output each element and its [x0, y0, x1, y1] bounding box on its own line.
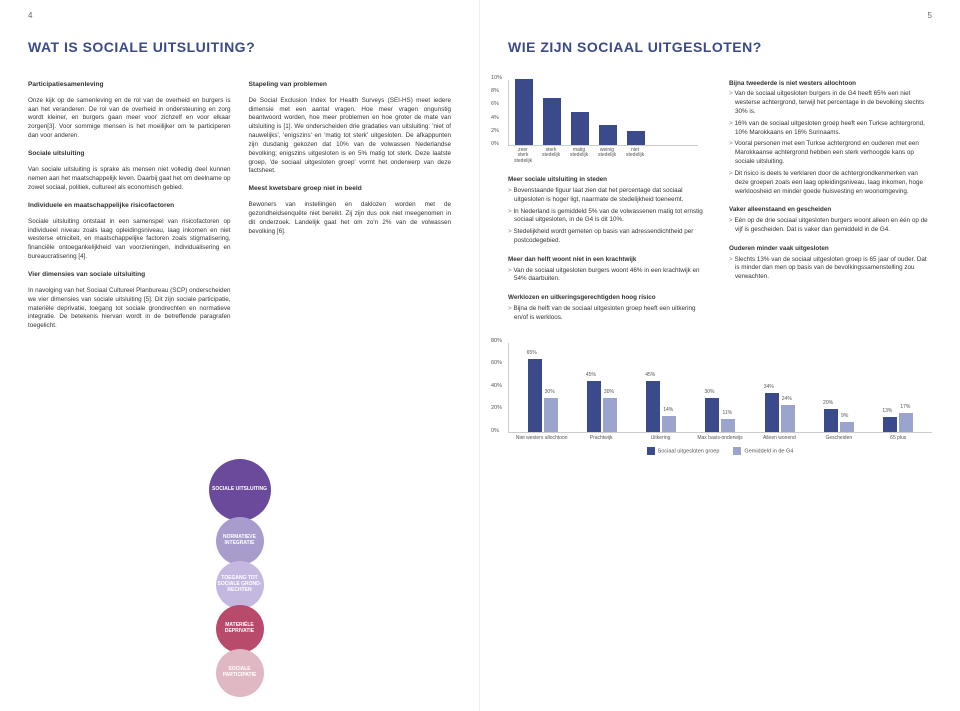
subhead: Individuele en maatschappelijke risicofa…: [28, 201, 231, 210]
title-left: WAT IS SOCIALE UITSLUITING?: [28, 38, 451, 58]
legend-item: Sociaal uitgesloten groep: [647, 447, 720, 456]
bar: [627, 131, 645, 144]
xlabel: Prachtwijk: [571, 436, 630, 442]
chart-kenmerken: 0%20%40%60%80%65%30%45%30%45%14%30%11%34…: [508, 343, 932, 457]
bar: [571, 112, 589, 145]
circle-diagram: SOCIALE UITSLUITING NORMATIEVE INTEGRATI…: [195, 459, 285, 697]
bar: [599, 125, 617, 145]
chart-xlabels: zeer sterk stedelijk sterk stedelijk matig…: [508, 148, 698, 165]
bullets: Van de sociaal uitgesloten burgers in de…: [729, 90, 932, 196]
xlabel: Alleen wonend: [750, 436, 809, 442]
chart-stedelijkheid: 0%2%4%6%8%10% zeer sterk stedelijk sterk …: [508, 80, 711, 165]
para: Van sociale uitsluiting is sprake als me…: [28, 166, 231, 192]
bullet: Eén op de drie sociaal uitgesloten burge…: [729, 217, 932, 235]
bullets: Bijna de helft van de sociaal uitgeslote…: [508, 305, 711, 323]
bar-group: 45%30%: [572, 381, 631, 432]
legend-label: Sociaal uitgesloten groep: [658, 449, 720, 455]
bullets: Slechts 13% van de sociaal uitgesloten g…: [729, 256, 932, 282]
bar-group: 20%9%: [809, 409, 868, 432]
para: In navolging van het Sociaal Cultureel P…: [28, 287, 231, 331]
right-col-2: Bijna tweederde is niet westers allochto…: [729, 80, 932, 333]
xlabel: sterk stedelijk: [542, 148, 560, 165]
chart-legend: Sociaal uitgesloten groep Gemiddeld in d…: [508, 447, 932, 456]
bullet: 16% van de sociaal uitgesloten groep hee…: [729, 120, 932, 138]
bar: [515, 79, 533, 145]
bullet: In Nederland is gemiddeld 5% van de volw…: [508, 208, 711, 226]
circle-sub: TOEGANG TOT SOCIALE GROND-RECHTEN: [216, 561, 264, 609]
columns-left: Participatiesamenleving Onze kijk op de …: [28, 80, 451, 340]
subhead: Vaker alleenstaand en gescheiden: [729, 206, 932, 215]
circle-label: SOCIALE PARTICIPATIE: [216, 667, 264, 679]
bullets: Van de sociaal uitgesloten burgers woont…: [508, 267, 711, 285]
para: Sociale uitsluiting ontstaat in een same…: [28, 218, 231, 262]
page-number-left: 4: [28, 10, 32, 21]
circle-sub: SOCIALE PARTICIPATIE: [216, 649, 264, 697]
bullets: Eén op de drie sociaal uitgesloten burge…: [729, 217, 932, 235]
bullet: Van de sociaal uitgesloten burgers woont…: [508, 267, 711, 285]
xlabel: zeer sterk stedelijk: [514, 148, 532, 165]
bullet: Bovenstaande figuur laat zien dat het pe…: [508, 187, 711, 205]
bar-group: 45%14%: [632, 381, 691, 432]
chart-xlabels: Niet westers allochtoonPrachtwijkUitkeri…: [508, 436, 932, 442]
subhead: Meer sociale uitsluiting in steden: [508, 176, 711, 185]
bullets: Bovenstaande figuur laat zien dat het pe…: [508, 187, 711, 246]
xlabel: 65 plus: [869, 436, 928, 442]
bar-group: 13%17%: [869, 413, 928, 432]
subhead: Ouderen minder vaak uitgesloten: [729, 245, 932, 254]
para: Bewoners van instellingen en daklozen wo…: [249, 201, 452, 236]
circle-label: MATERIËLE DEPRIVATIE: [216, 623, 264, 635]
col-left-1: Participatiesamenleving Onze kijk op de …: [28, 80, 231, 340]
subhead: Participatiesamenleving: [28, 80, 231, 89]
subhead: Sociale uitsluiting: [28, 149, 231, 158]
page-right: 5 WIE ZIJN SOCIAAL UITGESLOTEN? 0%2%4%6%…: [480, 0, 960, 711]
bullet: Dit risico is deels te verklaren door de…: [729, 170, 932, 196]
circle-main: SOCIALE UITSLUITING: [209, 459, 271, 521]
bar-group: 34%24%: [750, 393, 809, 431]
legend-item: Gemiddeld in de G4: [733, 447, 793, 456]
bar-group: 30%11%: [691, 398, 750, 432]
title-right: WIE ZIJN SOCIAAL UITGESLOTEN?: [508, 38, 932, 58]
chart-area: 0%20%40%60%80%65%30%45%30%45%14%30%11%34…: [508, 343, 932, 433]
xlabel: niet stedelijk: [626, 148, 644, 165]
legend-label: Gemiddeld in de G4: [744, 449, 793, 455]
xlabel: Max basis-onderwijs: [690, 436, 749, 442]
subhead: Vier dimensies van sociale uitsluiting: [28, 270, 231, 279]
bar-group: 65%30%: [513, 359, 572, 432]
subhead: Werklozen en uitkeringsgerechtigden hoog…: [508, 294, 711, 303]
xlabel: Niet westers allochtoon: [512, 436, 571, 442]
bullet: Bijna de helft van de sociaal uitgeslote…: [508, 305, 711, 323]
xlabel: weinig stedelijk: [598, 148, 616, 165]
subhead: Meer dan helft woont niet in een krachtw…: [508, 256, 711, 265]
xlabel: matig stedelijk: [570, 148, 588, 165]
bullet: Van de sociaal uitgesloten burgers in de…: [729, 90, 932, 116]
subhead: Meest kwetsbare groep niet in beeld: [249, 184, 452, 193]
circle-sub: MATERIËLE DEPRIVATIE: [216, 605, 264, 653]
subhead: Bijna tweederde is niet westers allochto…: [729, 80, 932, 89]
circle-sub: NORMATIEVE INTEGRATIE: [216, 517, 264, 565]
right-body: 0%2%4%6%8%10% zeer sterk stedelijk sterk …: [508, 80, 932, 333]
page-number-right: 5: [928, 10, 932, 21]
para: De Social Exclusion Index for Health Sur…: [249, 97, 452, 176]
circle-label: NORMATIEVE INTEGRATIE: [216, 535, 264, 547]
circle-label: TOEGANG TOT SOCIALE GROND-RECHTEN: [216, 576, 264, 593]
bullet: Vooral personen met een Turkse achtergro…: [729, 140, 932, 166]
swatch-a: [647, 447, 655, 455]
xlabel: Gescheiden: [809, 436, 868, 442]
page-left: 4 WAT IS SOCIALE UITSLUITING? Participat…: [0, 0, 480, 711]
xlabel: Uitkering: [631, 436, 690, 442]
right-col-1: 0%2%4%6%8%10% zeer sterk stedelijk sterk …: [508, 80, 711, 333]
swatch-b: [733, 447, 741, 455]
bullet: Stedelijkheid wordt gemeten op basis van…: [508, 228, 711, 246]
bar: [543, 98, 561, 144]
bullet: Slechts 13% van de sociaal uitgesloten g…: [729, 256, 932, 282]
chart-area: 0%2%4%6%8%10%: [508, 80, 698, 146]
para: Onze kijk op de samenleving en de rol va…: [28, 97, 231, 141]
subhead: Stapeling van problemen: [249, 80, 452, 89]
circle-label: SOCIALE UITSLUITING: [212, 487, 267, 493]
col-left-2: Stapeling van problemen De Social Exclus…: [249, 80, 452, 340]
